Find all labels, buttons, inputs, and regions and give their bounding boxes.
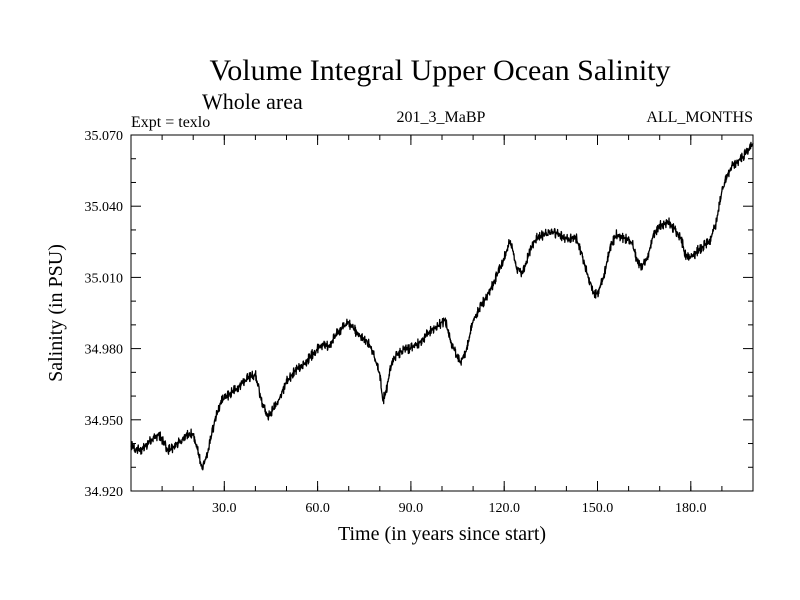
x-tick-label: 180.0 [675, 501, 707, 516]
y-tick-label: 35.040 [85, 200, 124, 215]
x-tick-label: 150.0 [582, 501, 614, 516]
x-axis-label: Time (in years since start) [338, 523, 546, 545]
plot-frame [130, 134, 754, 492]
y-tick-label: 35.070 [85, 129, 124, 144]
x-tick-label: 120.0 [488, 501, 520, 516]
y-tick-label: 34.980 [85, 343, 124, 358]
chart-subtitle: Whole area [202, 89, 303, 114]
annotation-right: ALL_MONTHS [646, 109, 753, 126]
y-axis-ticks: 34.920 34.950 34.980 35.010 35.040 35.070 [85, 129, 753, 500]
x-tick-label: 90.0 [399, 501, 424, 516]
annotation-left: Expt = texlo [131, 114, 210, 131]
y-tick-label: 34.950 [85, 414, 124, 429]
x-tick-label: 60.0 [305, 501, 330, 516]
series-line-salinity [130, 141, 754, 471]
y-axis-label: Salinity (in PSU) [45, 244, 67, 382]
chart-title: Volume Integral Upper Ocean Salinity [210, 54, 671, 87]
annotation-center: 201_3_MaBP [397, 109, 486, 126]
y-tick-label: 34.920 [85, 485, 124, 500]
x-tick-label: 30.0 [212, 501, 237, 516]
x-axis-ticks: 30.0 60.0 90.0 120.0 150.0 180.0 [161, 135, 723, 516]
y-tick-label: 35.010 [85, 271, 124, 286]
